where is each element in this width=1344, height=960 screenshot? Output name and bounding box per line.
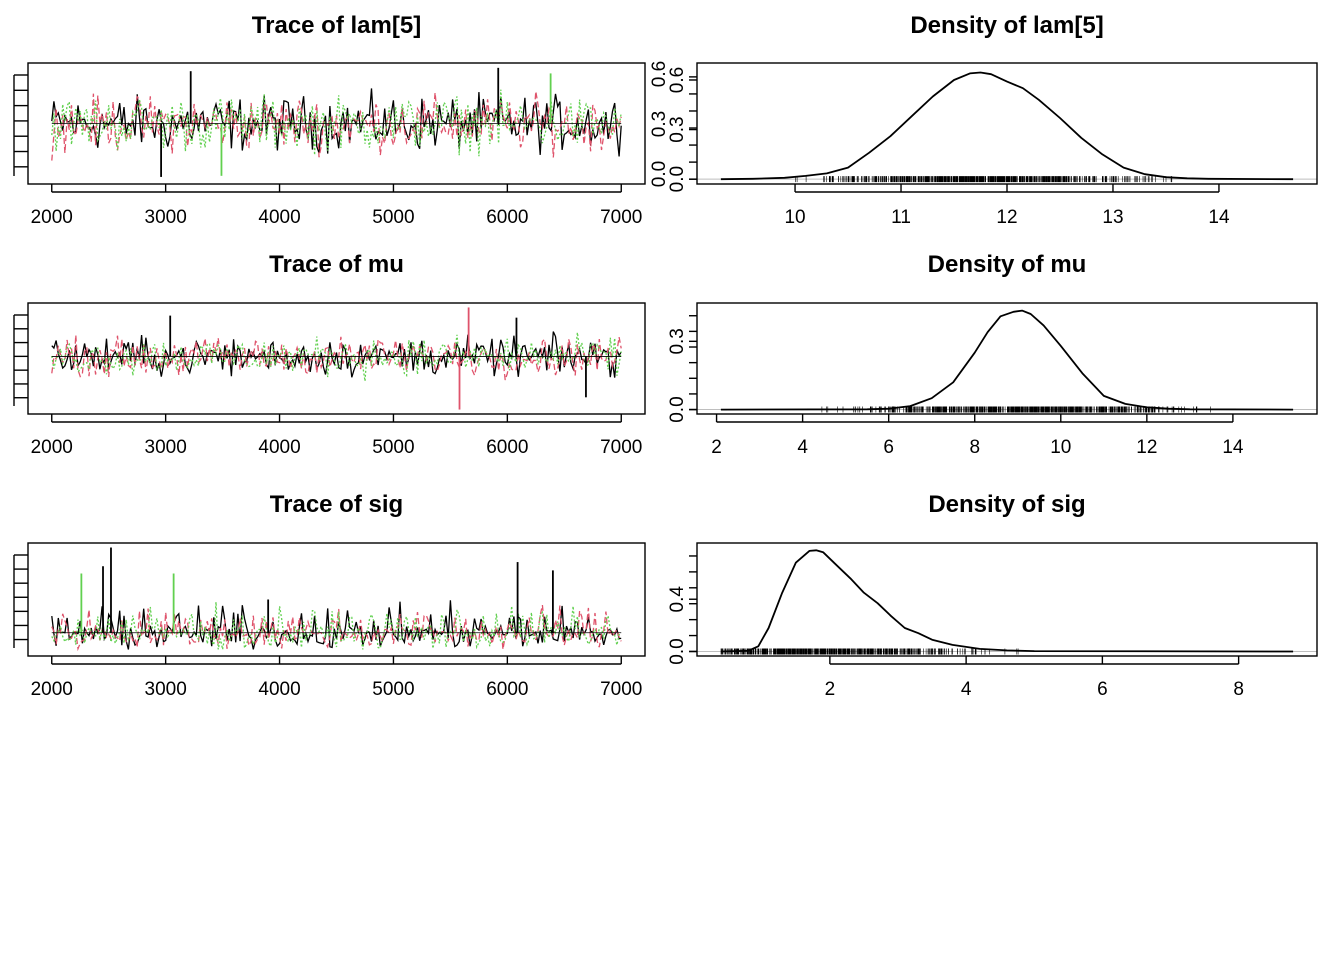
y-tick-label: 0.3 (667, 116, 688, 142)
x-tick-label: 12 (1136, 437, 1157, 458)
panel-title: Trace of lam[5] (252, 12, 421, 39)
x-tick-label: 4000 (258, 437, 300, 458)
x-tick-label: 14 (1208, 207, 1230, 228)
x-tick-label: 10 (784, 207, 805, 228)
panel-5: Density of sig 0.0 0.4 2 4 6 8 (667, 491, 1318, 700)
x-tick-label: 5000 (372, 679, 414, 700)
x-tick-label: 7000 (600, 437, 642, 458)
x-tick-label: 5000 (372, 437, 414, 458)
trace-chain-3 (51, 601, 622, 651)
panel-3: Density of mu 0.0 0.3 2 4 6 8 10 12 14 (667, 251, 1318, 458)
density-curve (720, 549, 1294, 653)
x-tick-label: 8 (969, 437, 980, 458)
y-tick-label: 0.3 (649, 111, 670, 137)
trace-chain-3 (51, 332, 622, 382)
x-tick-label: 2 (825, 679, 836, 700)
trace-chain-2 (51, 604, 622, 652)
x-tick-label: 2 (711, 437, 722, 458)
trace-chain-3 (51, 89, 622, 157)
x-tick-label: 11 (891, 207, 911, 228)
y-tick-label: 0.0 (667, 166, 688, 192)
x-tick-label: 2000 (31, 679, 73, 700)
x-tick-label: 7000 (600, 207, 642, 228)
trace-chain-1 (51, 88, 622, 157)
panel-0: Trace of lam[5] 0.0 0.3 0.6 2000 3000 4000 5000… (13, 12, 670, 228)
x-tick-label: 4 (961, 679, 972, 700)
panel-title: Trace of sig (270, 491, 403, 518)
x-tick-label: 7000 (600, 679, 642, 700)
density-rug (795, 176, 1173, 183)
y-tick-label: 0.4 (667, 586, 688, 613)
x-tick-label: 5000 (372, 207, 414, 228)
panel-title: Density of lam[5] (910, 12, 1103, 39)
trace-chain-2 (51, 335, 622, 381)
plot-area (697, 549, 1317, 655)
panel-title: Trace of mu (269, 251, 404, 278)
plot-frame (696, 62, 1318, 185)
y-tick-label: 0.6 (667, 67, 688, 93)
x-tick-label: 6 (883, 437, 894, 458)
plot-frame (27, 302, 646, 415)
density-curve (720, 309, 1294, 411)
plot-frame (27, 62, 646, 185)
x-tick-label: 3000 (145, 679, 187, 700)
plot-frame (696, 542, 1318, 657)
plot-frame (27, 542, 646, 657)
plot-area (51, 307, 622, 410)
y-tick-label: 0.0 (649, 161, 670, 187)
panel-2: Trace of mu 2000 3000 4000 5000 6000 7000 (13, 251, 646, 458)
trace-chain-1 (51, 331, 622, 378)
x-tick-label: 3000 (145, 207, 187, 228)
x-tick-label: 6 (1097, 679, 1108, 700)
panel-4: Trace of sig 2000 3000 4000 5000 6000 7000 (13, 491, 646, 700)
panel-title: Density of mu (928, 251, 1087, 278)
x-tick-label: 10 (1050, 437, 1071, 458)
plot-area (697, 309, 1317, 413)
x-tick-label: 3000 (145, 437, 187, 458)
x-tick-label: 2000 (31, 437, 73, 458)
x-tick-label: 6000 (486, 679, 528, 700)
x-tick-label: 6000 (486, 437, 528, 458)
y-tick-label: 0.3 (667, 328, 688, 354)
y-tick-label: 0.0 (667, 638, 688, 664)
x-tick-label: 4000 (258, 207, 300, 228)
panel-1: Density of lam[5] 0.0 0.3 0.6 10 11 12 13 14 (667, 12, 1318, 228)
plot-area (51, 67, 622, 177)
x-tick-label: 4 (797, 437, 808, 458)
y-tick-label: 0.0 (667, 396, 688, 422)
plot-frame (696, 302, 1318, 415)
x-tick-label: 6000 (486, 207, 528, 228)
density-curve (720, 71, 1294, 181)
plot-area (51, 547, 622, 652)
x-tick-label: 2000 (31, 207, 73, 228)
plot-area (697, 71, 1317, 183)
x-tick-label: 13 (1102, 207, 1123, 228)
x-tick-label: 12 (996, 207, 1017, 228)
y-tick-label: 0.6 (649, 61, 670, 87)
panel-title: Density of sig (928, 491, 1085, 518)
x-tick-label: 8 (1233, 679, 1244, 700)
x-tick-label: 14 (1222, 437, 1244, 458)
x-tick-label: 4000 (258, 679, 300, 700)
